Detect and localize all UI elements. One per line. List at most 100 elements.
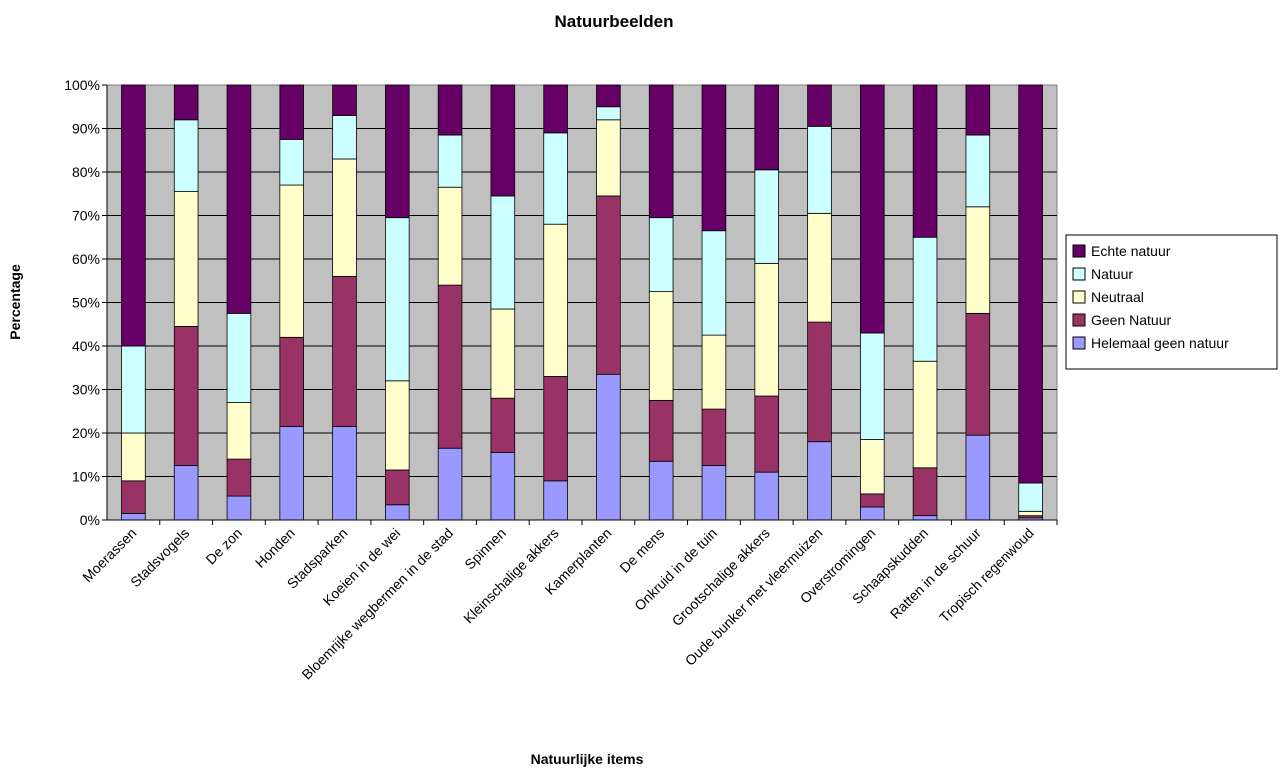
x-axis-title: Natuurlijke items	[531, 751, 644, 767]
bar-segment	[912, 515, 938, 521]
bar-segment	[860, 493, 885, 508]
bar-segment	[490, 397, 516, 453]
bar-segment	[332, 158, 357, 277]
bar-segment	[279, 84, 304, 140]
bar-segment	[1018, 84, 1043, 484]
bar-segment	[173, 191, 199, 327]
bar-segment	[912, 236, 938, 362]
y-tick-label: 70%	[72, 208, 100, 224]
bar-segment	[596, 195, 621, 375]
y-tick-label: 60%	[72, 251, 100, 267]
y-axis-title: Percentage	[7, 264, 23, 340]
legend-label: Helemaal geen natuur	[1091, 335, 1229, 351]
bar-segment	[226, 458, 252, 497]
bar-segment	[173, 84, 199, 121]
bar-segment	[701, 334, 727, 410]
bars-group	[121, 84, 1043, 521]
bar-segment	[754, 395, 779, 473]
bar-segment	[173, 465, 199, 521]
x-tick-label: Honden	[252, 525, 298, 571]
bar-segment	[332, 115, 357, 160]
bar-segment	[965, 434, 991, 521]
bar-segment	[332, 426, 357, 521]
bar-segment	[279, 184, 304, 338]
bar-segment	[543, 84, 568, 134]
bar-segment	[121, 513, 146, 521]
bar-segment	[543, 480, 568, 521]
x-tick-label: Grootschalige akkers	[669, 525, 773, 629]
legend-label: Neutraal	[1091, 289, 1144, 305]
legend-swatch	[1072, 244, 1086, 258]
y-tick-label: 20%	[72, 425, 100, 441]
bar-segment	[385, 84, 410, 219]
bar-segment	[121, 432, 146, 482]
bar-segment	[596, 84, 621, 108]
y-tick-label: 10%	[72, 469, 100, 485]
bar-segment	[596, 106, 621, 121]
bar-segment	[965, 312, 991, 436]
y-tick-label: 30%	[72, 382, 100, 398]
bar-segment	[332, 84, 357, 116]
bar-segment	[860, 439, 885, 495]
y-tick-label: 80%	[72, 164, 100, 180]
chart-title: Natuurbeelden	[554, 12, 673, 31]
bar-segment	[754, 84, 779, 171]
bar-segment	[965, 206, 991, 314]
x-tick-label: De mens	[616, 525, 667, 576]
bar-segment	[437, 284, 463, 449]
bar-segment	[279, 426, 304, 521]
bar-segment	[807, 321, 832, 443]
bar-segment	[437, 447, 463, 521]
bar-segment	[912, 84, 938, 238]
bar-segment	[226, 402, 252, 460]
gridlines	[107, 128, 1057, 477]
bar-segment	[385, 380, 410, 471]
bar-segment	[754, 169, 779, 264]
bar-segment	[912, 467, 938, 517]
bar-segment	[385, 217, 410, 382]
bar-segment	[860, 84, 885, 334]
bar-segment	[543, 132, 568, 225]
bar-segment	[807, 84, 832, 127]
legend-swatch	[1072, 290, 1086, 304]
bar-segment	[754, 471, 779, 521]
legend-box	[1065, 234, 1278, 370]
x-tick-label: Ratten in de schuur	[887, 525, 984, 622]
bar-segment	[807, 441, 832, 521]
bar-segment	[226, 312, 252, 403]
y-tick-label: 90%	[72, 121, 100, 137]
bar-segment	[437, 186, 463, 286]
bar-segment	[648, 399, 674, 462]
bar-segment	[912, 360, 938, 469]
bar-segment	[385, 504, 410, 521]
bar-segment	[965, 134, 991, 208]
bar-segment	[385, 469, 410, 506]
bar-segment	[332, 275, 357, 427]
bar-segment	[437, 134, 463, 188]
legend-label: Natuur	[1091, 266, 1133, 282]
bar-segment	[437, 84, 463, 136]
bar-segment	[121, 84, 146, 347]
bar-segment	[648, 84, 674, 219]
y-tick-label: 100%	[64, 77, 100, 93]
bar-segment	[279, 336, 304, 427]
bar-segment	[701, 84, 727, 232]
bar-segment	[596, 373, 621, 521]
bar-segment	[543, 376, 568, 482]
bar-segment	[648, 217, 674, 293]
bar-segment	[121, 345, 146, 434]
y-tick-label: 40%	[72, 338, 100, 354]
bar-segment	[701, 408, 727, 467]
x-tick-label: Kleinschalige akkers	[460, 525, 562, 627]
bar-segment	[807, 212, 832, 323]
bar-segment	[965, 84, 991, 136]
bar-segment	[173, 119, 199, 192]
bar-segment	[1018, 482, 1043, 512]
bar-segment	[543, 223, 568, 377]
x-tick-label: De zon	[202, 525, 245, 568]
bar-segment	[860, 332, 885, 440]
bar-segment	[860, 506, 885, 521]
legend-swatch	[1072, 313, 1086, 327]
